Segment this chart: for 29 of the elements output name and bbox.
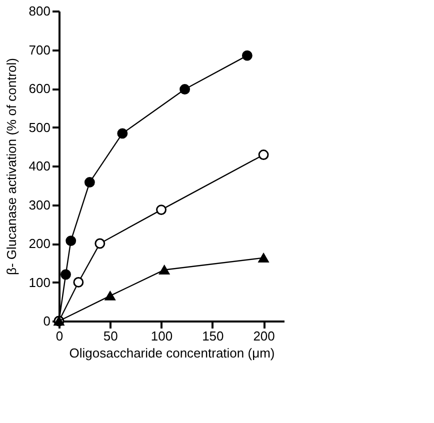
point bbox=[258, 253, 269, 262]
point bbox=[159, 265, 170, 274]
y-tick-label: 300 bbox=[28, 197, 50, 212]
point bbox=[242, 50, 252, 61]
point bbox=[258, 150, 269, 160]
y-tick-label: 500 bbox=[28, 120, 50, 135]
point bbox=[66, 236, 76, 246]
x-tick-label: 150 bbox=[202, 328, 224, 344]
x-tick-label: 50 bbox=[103, 328, 118, 344]
x-axis-title: Oligosaccharide concentration (μm) bbox=[69, 346, 275, 360]
y-tick-label: 600 bbox=[28, 81, 50, 96]
point bbox=[117, 128, 128, 139]
y-tick-label: 200 bbox=[28, 236, 50, 251]
point bbox=[104, 291, 116, 300]
point bbox=[60, 269, 71, 280]
point bbox=[180, 84, 190, 94]
y-tick-label: 100 bbox=[28, 274, 50, 290]
point bbox=[156, 204, 166, 215]
x-tick-label: 100 bbox=[150, 328, 173, 344]
point bbox=[94, 238, 106, 249]
y-tick-label: 400 bbox=[28, 158, 50, 174]
y-tick-label: 800 bbox=[28, 4, 50, 18]
x-tick-label: 0 bbox=[56, 328, 64, 344]
x-tick-label: 200 bbox=[253, 328, 275, 344]
point bbox=[73, 277, 84, 288]
y-axis-title: β- Glucanase activation (% of control) bbox=[4, 58, 19, 276]
y-tick-label: 0 bbox=[43, 314, 50, 328]
point bbox=[84, 177, 95, 188]
y-tick-label: 700 bbox=[28, 42, 50, 58]
